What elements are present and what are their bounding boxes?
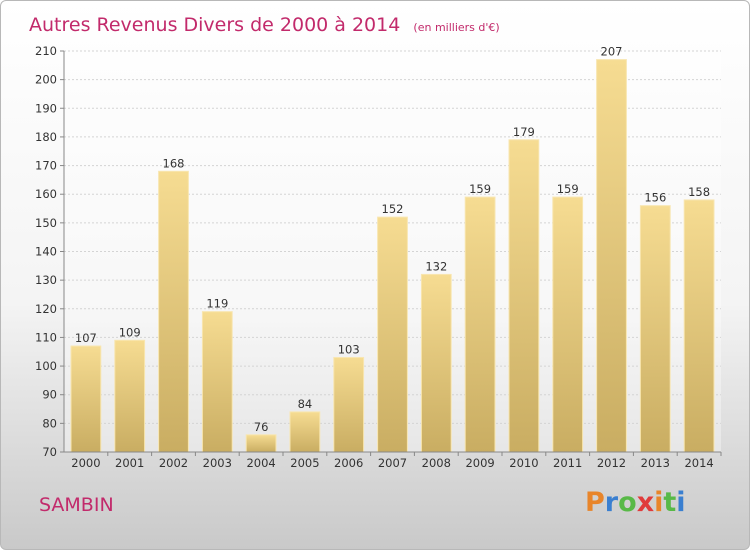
value-label-2011: 159 bbox=[557, 182, 579, 196]
y-tick-label: 210 bbox=[35, 44, 57, 58]
chart-title-unit: (en milliers d'€) bbox=[413, 21, 499, 34]
y-tick-label: 160 bbox=[35, 187, 57, 201]
bar-2002 bbox=[159, 171, 189, 452]
value-label-2007: 152 bbox=[382, 202, 404, 216]
chart-title-main: Autres Revenus Divers de 2000 à 2014 bbox=[29, 14, 400, 36]
y-tick-label: 170 bbox=[35, 159, 57, 173]
logo-letter: t bbox=[663, 487, 676, 518]
logo-letter: o bbox=[618, 487, 637, 518]
proxiti-logo[interactable]: Proxiti bbox=[585, 487, 686, 518]
x-tick-label-2009: 2009 bbox=[465, 456, 494, 470]
y-tick-label: 150 bbox=[35, 216, 57, 230]
y-tick-label: 200 bbox=[35, 73, 57, 87]
value-label-2012: 207 bbox=[601, 45, 623, 59]
x-tick-label-2001: 2001 bbox=[115, 456, 144, 470]
bar-2001 bbox=[115, 340, 145, 452]
value-label-2002: 168 bbox=[163, 156, 185, 170]
value-label-2014: 158 bbox=[688, 185, 710, 199]
logo-letter: i bbox=[676, 487, 685, 518]
y-tick-label: 80 bbox=[42, 416, 57, 430]
bar-2007 bbox=[378, 217, 408, 452]
bar-2014 bbox=[684, 200, 714, 452]
logo-letter: i bbox=[654, 487, 663, 518]
value-label-2009: 159 bbox=[469, 182, 491, 196]
value-label-2005: 84 bbox=[298, 397, 313, 411]
y-tick-label: 180 bbox=[35, 130, 57, 144]
value-label-2001: 109 bbox=[119, 325, 141, 339]
x-tick-label-2011: 2011 bbox=[553, 456, 582, 470]
bar-2003 bbox=[202, 312, 232, 452]
x-tick-label-2005: 2005 bbox=[290, 456, 319, 470]
value-label-2013: 156 bbox=[644, 191, 666, 205]
bar-2012 bbox=[597, 60, 627, 452]
commune-name: SAMBIN bbox=[39, 494, 114, 516]
y-tick-label: 110 bbox=[35, 330, 57, 344]
logo-letter: P bbox=[585, 487, 605, 518]
y-tick-label: 90 bbox=[42, 388, 57, 402]
chart-title: Autres Revenus Divers de 2000 à 2014 (en… bbox=[29, 14, 500, 36]
bar-2006 bbox=[334, 357, 364, 452]
bar-2011 bbox=[553, 197, 583, 452]
value-label-2008: 132 bbox=[425, 259, 447, 273]
x-tick-label-2014: 2014 bbox=[684, 456, 713, 470]
value-label-2010: 179 bbox=[513, 125, 535, 139]
logo-letter: r bbox=[605, 487, 618, 518]
x-tick-label-2008: 2008 bbox=[422, 456, 451, 470]
y-tick-label: 100 bbox=[35, 359, 57, 373]
bar-2005 bbox=[290, 412, 320, 452]
value-label-2006: 103 bbox=[338, 342, 360, 356]
x-tick-label-2013: 2013 bbox=[641, 456, 670, 470]
logo-letter: x bbox=[637, 487, 654, 518]
x-tick-label-2003: 2003 bbox=[203, 456, 232, 470]
x-tick-label-2004: 2004 bbox=[246, 456, 275, 470]
x-tick-label-2012: 2012 bbox=[597, 456, 626, 470]
value-label-2004: 76 bbox=[254, 420, 269, 434]
y-tick-label: 70 bbox=[42, 445, 57, 459]
x-tick-label-2007: 2007 bbox=[378, 456, 407, 470]
x-tick-label-2000: 2000 bbox=[71, 456, 100, 470]
x-tick-label-2010: 2010 bbox=[509, 456, 538, 470]
y-axis: 70 80 90 100 110 120 130 140 150 160 170 180 190 200 2… bbox=[35, 44, 64, 459]
y-tick-label: 190 bbox=[35, 101, 57, 115]
bar-2013 bbox=[640, 206, 670, 452]
y-tick-label: 140 bbox=[35, 245, 57, 259]
x-axis: 2000 2001 2002 2003 2004 2005 2006 2007 2008 2009… bbox=[64, 452, 721, 470]
value-label-2000: 107 bbox=[75, 331, 97, 345]
x-tick-label-2002: 2002 bbox=[159, 456, 188, 470]
bar-2010 bbox=[509, 140, 539, 452]
y-tick-label: 120 bbox=[35, 302, 57, 316]
bar-2008 bbox=[421, 274, 451, 452]
bar-2000 bbox=[71, 346, 101, 452]
y-tick-label: 130 bbox=[35, 273, 57, 287]
x-tick-label-2006: 2006 bbox=[334, 456, 363, 470]
bar-2004 bbox=[246, 435, 276, 452]
value-label-2003: 119 bbox=[206, 297, 228, 311]
bar-2009 bbox=[465, 197, 495, 452]
